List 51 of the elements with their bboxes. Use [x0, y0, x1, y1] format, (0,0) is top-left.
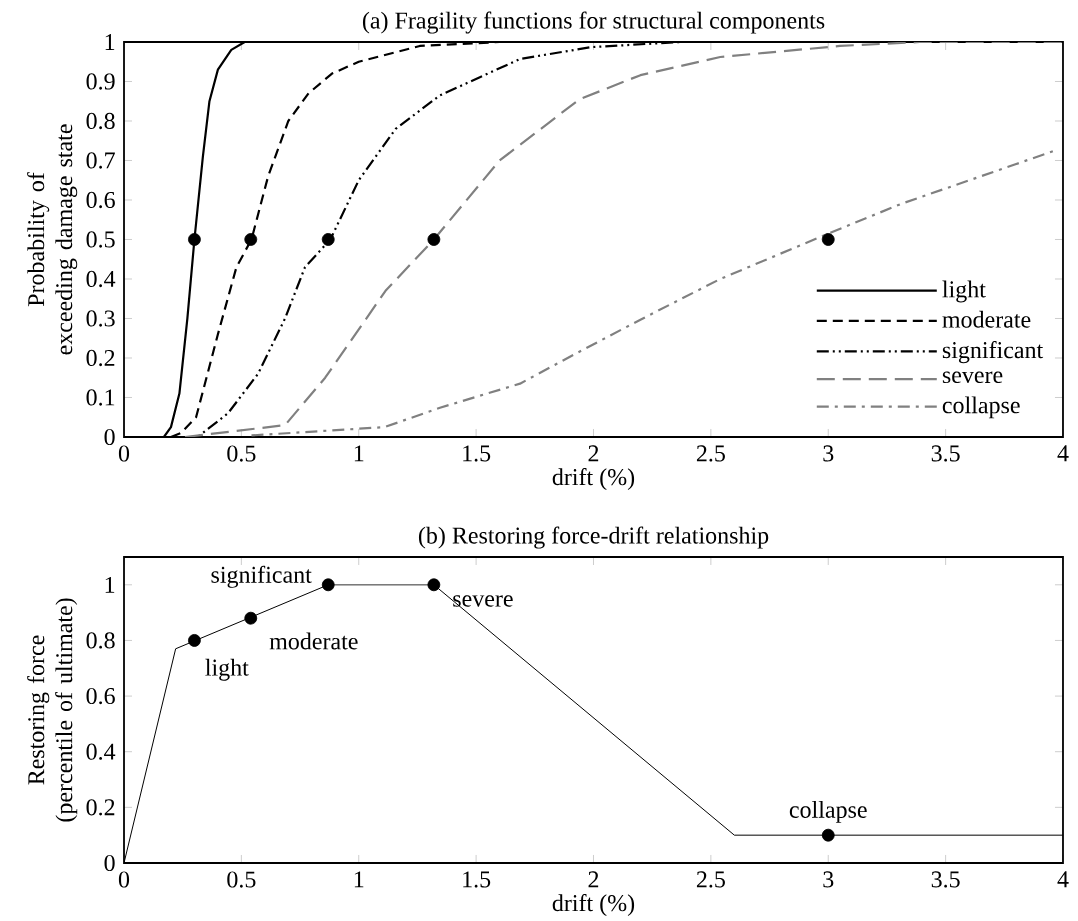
y-tick-label: 1 — [105, 34, 115, 50]
x-tick-label: 2.5 — [696, 871, 725, 888]
x-tick-label: 0 — [118, 871, 130, 888]
chart-title: (b) Restoring force-drift relationship — [418, 526, 769, 549]
y-axis-title: Restoring force (percentile of ultimate) — [27, 598, 78, 822]
x-tick-label: 2.5 — [696, 445, 725, 462]
annotation: moderate — [269, 632, 358, 650]
y-tick-label: 0.8 — [86, 632, 115, 649]
x-tick-label: 3.5 — [931, 871, 960, 888]
y-tick-label: 0.4 — [86, 743, 116, 760]
y-tick-label: 0 — [104, 428, 115, 446]
legend-label: severe — [942, 371, 1003, 384]
y-tick-label: 0.2 — [86, 349, 115, 367]
y-tick-label: 0.9 — [86, 73, 115, 90]
x-tick-label: 0.5 — [227, 871, 256, 888]
x-tick-label: 0.5 — [227, 445, 256, 462]
x-tick-label: 3 — [823, 871, 834, 888]
x-tick-label: 4 — [1057, 445, 1069, 462]
legend-label: light — [942, 280, 986, 303]
y-tick-label: 0.6 — [86, 191, 115, 209]
y-tick-label: 0.3 — [86, 310, 115, 327]
x-tick-label: 1.5 — [463, 871, 491, 888]
y-tick-label: 0.4 — [86, 270, 116, 288]
x-tick-label: 4 — [1057, 871, 1069, 888]
y-tick-label: 0.6 — [86, 687, 115, 705]
x-axis-title: drift (%) — [552, 468, 635, 491]
x-tick-label: 1 — [354, 871, 364, 888]
annotation: severe — [453, 595, 513, 607]
y-tick-label: 0.1 — [86, 389, 115, 406]
x-tick-label: 3 — [823, 445, 834, 462]
x-tick-label: 0 — [118, 445, 130, 462]
x-tick-label: 2 — [588, 445, 599, 462]
legend-label: collapse — [942, 396, 1020, 419]
y-tick-label: 0.2 — [86, 799, 115, 816]
legend-label: moderate — [942, 310, 1031, 328]
y-tick-label: 0.5 — [86, 231, 115, 248]
y-tick-label: 0 — [104, 854, 115, 872]
x-axis-title: drift (%) — [552, 894, 635, 917]
legend-label: significant — [942, 341, 1044, 364]
x-tick-label: 2 — [588, 871, 599, 888]
annotation: collapse — [789, 801, 867, 823]
x-tick-label: 1.5 — [463, 445, 491, 462]
y-tick-label: 1 — [105, 576, 115, 593]
y-tick-label: 0.7 — [86, 152, 115, 169]
annotation: light — [205, 658, 249, 681]
annotation: significant — [211, 565, 312, 588]
x-tick-label: 3.5 — [931, 445, 960, 462]
chart-title: (a) Fragility functions for structural components — [362, 11, 825, 34]
y-tick-label: 0.8 — [86, 112, 115, 130]
y-axis-title: Probability of exceeding damage state — [27, 124, 78, 355]
x-tick-label: 1 — [354, 445, 364, 462]
